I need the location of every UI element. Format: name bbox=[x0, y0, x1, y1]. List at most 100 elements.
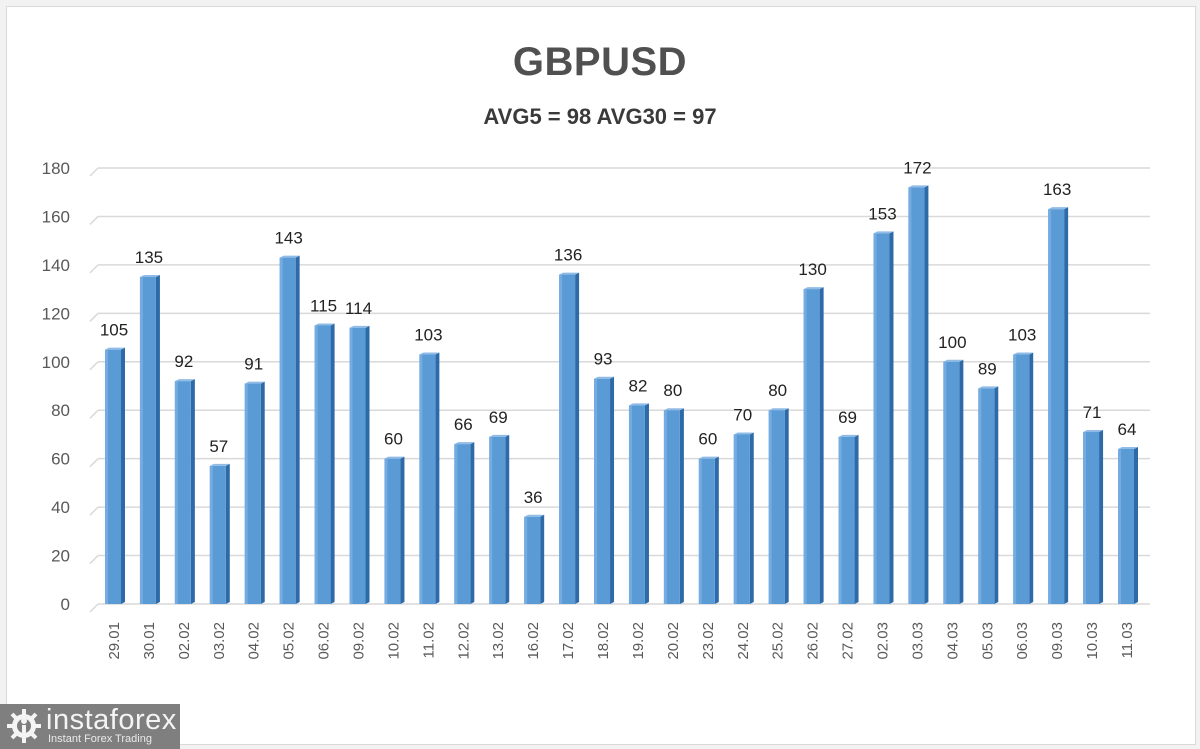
data-label: 80 bbox=[663, 381, 682, 400]
bar bbox=[349, 325, 370, 604]
bar bbox=[768, 408, 789, 604]
data-label: 66 bbox=[454, 415, 473, 434]
gear-person-icon bbox=[7, 709, 41, 743]
x-tick-label: 30.01 bbox=[141, 622, 158, 660]
logo-tagline: Instant Forex Trading bbox=[48, 733, 152, 745]
y-tick-label: 20 bbox=[51, 547, 70, 566]
y-tick-label: 80 bbox=[51, 401, 70, 420]
instaforex-logo: instaforex Instant Forex Trading bbox=[0, 704, 180, 749]
x-tick-label: 05.02 bbox=[281, 622, 298, 660]
x-axis-ticks: 29.01 30.01 02.02 03.02 04.02 05.02 06.02 09.02… bbox=[106, 622, 1136, 660]
bar bbox=[978, 386, 999, 604]
x-tick-label: 09.03 bbox=[1049, 622, 1066, 660]
y-tick-label: 120 bbox=[42, 304, 70, 323]
data-label: 60 bbox=[384, 430, 403, 449]
x-tick-label: 19.02 bbox=[630, 622, 647, 660]
bar bbox=[489, 434, 510, 604]
x-tick-label: 10.03 bbox=[1084, 622, 1101, 660]
gridline-diag bbox=[89, 167, 99, 177]
y-tick-label: 180 bbox=[42, 159, 70, 178]
x-tick-label: 23.02 bbox=[700, 622, 717, 660]
gridline-diag bbox=[89, 603, 99, 613]
x-tick-label: 02.03 bbox=[874, 622, 891, 660]
y-tick-label: 40 bbox=[51, 498, 70, 517]
data-label: 114 bbox=[345, 299, 372, 318]
data-label: 69 bbox=[489, 408, 508, 427]
x-tick-label: 26.02 bbox=[805, 622, 822, 660]
bar bbox=[559, 272, 580, 604]
data-label: 69 bbox=[838, 408, 857, 427]
data-label: 130 bbox=[798, 260, 826, 279]
bar bbox=[908, 185, 929, 604]
bar bbox=[733, 432, 754, 604]
x-tick-label: 04.03 bbox=[944, 622, 961, 660]
chart-frame bbox=[6, 6, 1196, 745]
data-label: 100 bbox=[938, 333, 966, 352]
data-label: 163 bbox=[1043, 180, 1071, 199]
x-tick-label: 06.03 bbox=[1014, 622, 1031, 660]
data-label: 92 bbox=[174, 352, 193, 371]
x-tick-label: 06.02 bbox=[316, 622, 333, 660]
bar bbox=[1083, 430, 1104, 604]
y-tick-label: 140 bbox=[42, 256, 70, 275]
x-tick-label: 10.02 bbox=[385, 622, 402, 660]
gridline-diag bbox=[89, 264, 99, 274]
x-tick-label: 24.02 bbox=[735, 622, 752, 660]
logo-brand-text: instaforex bbox=[46, 704, 177, 736]
data-label: 105 bbox=[100, 321, 128, 340]
bar bbox=[943, 359, 964, 604]
bars bbox=[105, 185, 1138, 604]
bar bbox=[384, 456, 405, 604]
bar bbox=[524, 514, 545, 604]
x-tick-label: 16.02 bbox=[525, 622, 542, 660]
data-label: 36 bbox=[524, 488, 543, 507]
bar bbox=[594, 376, 615, 604]
data-label: 115 bbox=[310, 296, 337, 315]
chart-title: GBPUSD bbox=[512, 40, 688, 84]
x-tick-label: 11.03 bbox=[1119, 622, 1136, 658]
bar bbox=[419, 352, 440, 604]
gridlines bbox=[89, 167, 1150, 613]
bar bbox=[803, 287, 824, 604]
bar bbox=[105, 347, 125, 604]
y-tick-label: 0 bbox=[61, 595, 70, 614]
data-label: 91 bbox=[244, 355, 263, 374]
bar bbox=[873, 231, 894, 604]
data-label: 153 bbox=[868, 204, 896, 223]
data-label: 103 bbox=[414, 326, 442, 345]
bar bbox=[209, 463, 230, 604]
x-tick-label: 13.02 bbox=[490, 622, 507, 660]
data-label: 80 bbox=[768, 381, 787, 400]
x-tick-label: 17.02 bbox=[560, 622, 577, 660]
x-tick-label: 20.02 bbox=[665, 622, 682, 660]
data-label: 57 bbox=[209, 437, 228, 456]
bar bbox=[454, 442, 475, 604]
data-label: 143 bbox=[274, 229, 302, 248]
gridline-diag bbox=[89, 409, 99, 419]
data-label: 89 bbox=[978, 359, 997, 378]
x-tick-label: 29.01 bbox=[106, 622, 123, 660]
bar bbox=[1118, 446, 1138, 604]
bar bbox=[174, 379, 195, 604]
bar bbox=[314, 323, 335, 604]
y-tick-label: 60 bbox=[51, 450, 70, 469]
x-tick-label: 25.02 bbox=[770, 622, 787, 660]
data-label: 71 bbox=[1083, 403, 1102, 422]
data-label: 93 bbox=[594, 350, 613, 369]
x-tick-label: 12.02 bbox=[455, 622, 472, 660]
gridline-diag bbox=[89, 458, 99, 468]
gridline-diag bbox=[89, 361, 99, 371]
bar bbox=[1048, 207, 1069, 604]
y-tick-label: 100 bbox=[42, 353, 70, 372]
x-tick-label: 11.02 bbox=[420, 622, 437, 658]
bar bbox=[279, 255, 300, 604]
bar bbox=[1013, 352, 1034, 604]
x-tick-label: 18.02 bbox=[595, 622, 612, 660]
gridline-diag bbox=[89, 215, 99, 225]
data-label: 70 bbox=[733, 405, 752, 424]
data-label: 64 bbox=[1118, 420, 1137, 439]
x-tick-label: 02.02 bbox=[176, 622, 193, 660]
y-axis-ticks: 0 20 40 60 80 100 120 140 160 180 bbox=[42, 159, 70, 614]
x-tick-label: 09.02 bbox=[351, 622, 368, 660]
